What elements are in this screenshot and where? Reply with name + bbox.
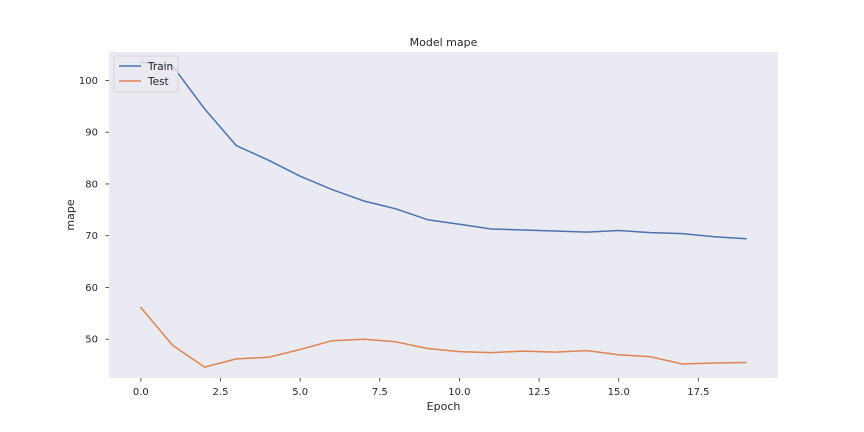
legend: Train Test bbox=[113, 55, 179, 93]
legend-box bbox=[113, 55, 179, 93]
series-line-test bbox=[140, 306, 747, 368]
x-axis-ticks: 0.0 2.5 5.0 7.5 10.0 12.5 15.0 17.5 bbox=[133, 378, 709, 398]
chart-title: Model mape bbox=[410, 36, 478, 49]
x-tick-label: 10.0 bbox=[448, 387, 470, 398]
series-lines bbox=[140, 61, 747, 368]
y-tick-label: 90 bbox=[85, 128, 98, 139]
y-tick-label: 70 bbox=[85, 231, 98, 242]
y-axis-label: mape bbox=[64, 199, 77, 230]
y-tick-label: 60 bbox=[85, 283, 98, 294]
x-tick-label: 17.5 bbox=[687, 387, 709, 398]
x-tick-label: 2.5 bbox=[213, 387, 229, 398]
y-tick-label: 80 bbox=[85, 179, 98, 190]
y-axis-ticks: 50 60 70 80 90 100 bbox=[79, 76, 109, 346]
x-tick-label: 0.0 bbox=[133, 387, 149, 398]
y-tick-label: 50 bbox=[85, 335, 98, 346]
x-tick-label: 5.0 bbox=[292, 387, 308, 398]
x-tick-label: 12.5 bbox=[528, 387, 550, 398]
legend-label-test: Test bbox=[147, 76, 169, 88]
y-tick-label: 100 bbox=[79, 76, 98, 87]
plot-area bbox=[109, 52, 778, 378]
x-axis-label: Epoch bbox=[427, 400, 461, 413]
x-tick-label: 15.0 bbox=[608, 387, 630, 398]
series-line-train bbox=[140, 61, 747, 240]
legend-label-train: Train bbox=[147, 61, 173, 73]
x-tick-label: 7.5 bbox=[372, 387, 388, 398]
